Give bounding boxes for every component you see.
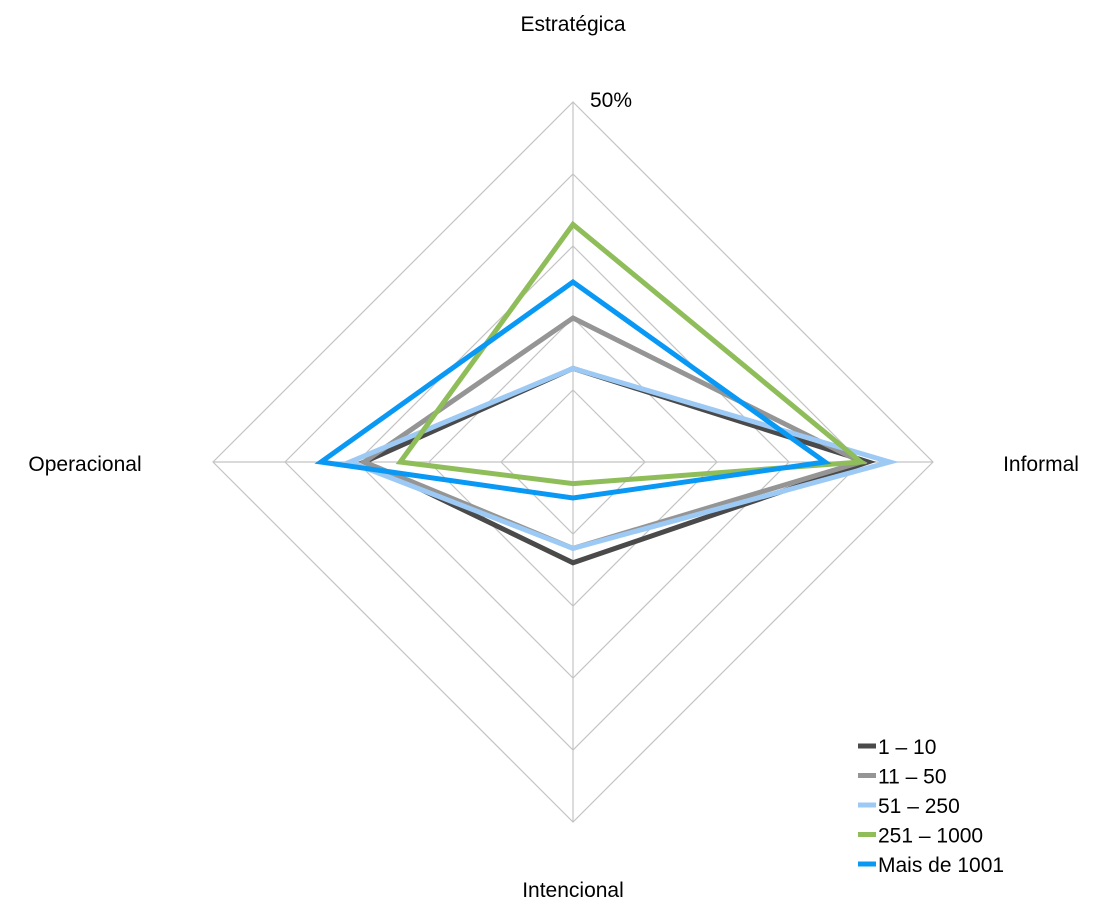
legend-label-1: 11 – 50 <box>878 766 947 789</box>
series-line-4 <box>314 278 832 501</box>
legend: 1 – 10 11 – 50 51 – 250 251 – 1000 Mais de 1… <box>858 736 1004 877</box>
legend-label-0: 1 – 10 <box>878 736 936 759</box>
axis-label-estrategica: Estratégica <box>520 13 625 36</box>
radar-series <box>314 220 899 566</box>
tick-label-max: 50% <box>590 89 632 112</box>
axis-label-intencional: Intencional <box>522 879 624 902</box>
series-line-0 <box>358 365 877 566</box>
series-line-2 <box>343 365 899 552</box>
legend-label-2: 51 – 250 <box>878 795 960 818</box>
axis-label-informal: Informal <box>1003 453 1079 476</box>
legend-label-4: Mais de 1001 <box>878 854 1004 877</box>
series-line-3 <box>395 220 868 487</box>
axis-label-operacional: Operacional <box>28 453 141 476</box>
legend-label-3: 251 – 1000 <box>878 825 983 848</box>
